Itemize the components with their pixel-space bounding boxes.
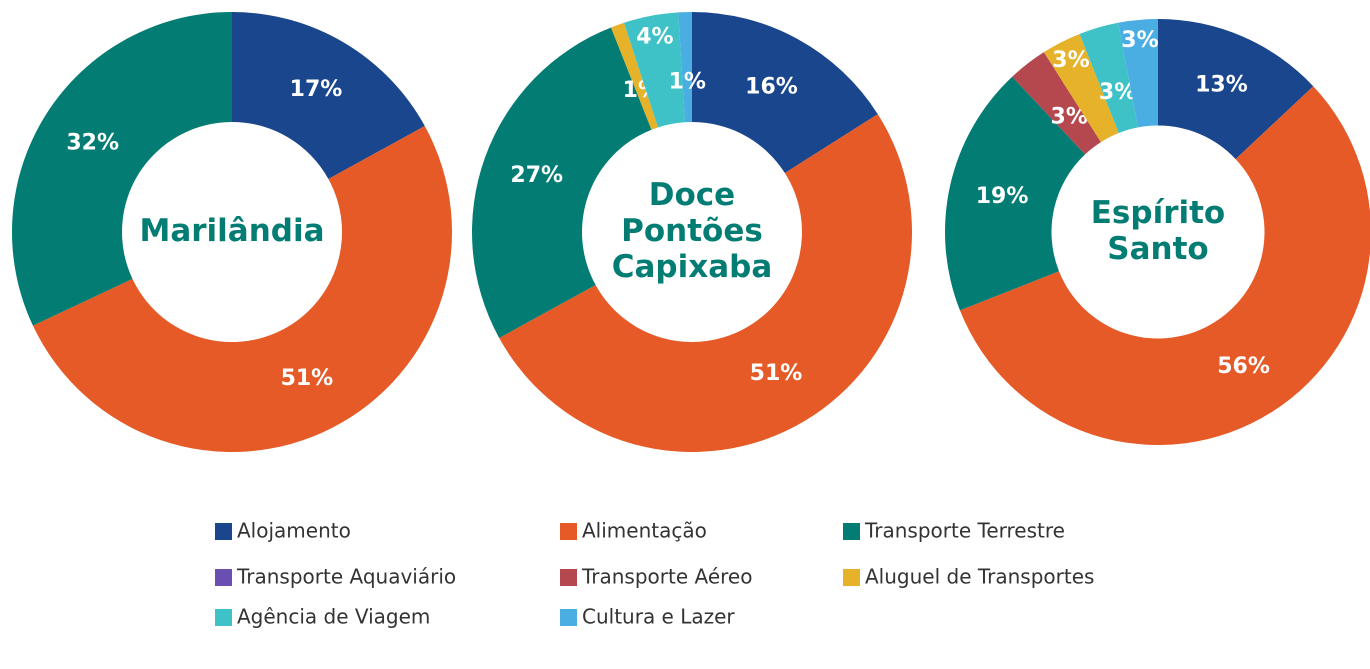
slice xyxy=(11,12,233,326)
chart-title: Doce Pontões Capixaba xyxy=(612,177,773,285)
legend-swatch xyxy=(215,609,232,626)
slice xyxy=(678,12,692,123)
slice xyxy=(1158,19,1314,160)
slice xyxy=(1079,22,1139,133)
value-label: 51% xyxy=(750,361,803,386)
slice xyxy=(499,114,913,453)
legend-label: Alojamento xyxy=(237,519,351,543)
legend-swatch xyxy=(560,523,577,540)
value-label: 19% xyxy=(976,184,1029,209)
value-label: 3% xyxy=(1121,28,1158,53)
legend-label: Transporte Aquaviário xyxy=(236,565,456,589)
value-label: 13% xyxy=(1195,72,1248,97)
slice xyxy=(232,12,425,180)
slice xyxy=(945,76,1086,311)
value-label: 3% xyxy=(1052,48,1089,73)
value-label: 32% xyxy=(66,131,119,156)
legend-label: Aluguel de Transportes xyxy=(865,565,1094,589)
value-label: 56% xyxy=(1217,354,1270,379)
slice xyxy=(1118,19,1158,128)
legend-swatch xyxy=(215,569,232,586)
slice xyxy=(471,27,652,338)
value-label: 27% xyxy=(510,163,563,188)
value-label: 17% xyxy=(290,77,343,102)
chart-title: Marilândia xyxy=(139,213,324,249)
slice xyxy=(1012,52,1101,155)
slice xyxy=(959,86,1370,446)
slice xyxy=(611,22,659,130)
slice xyxy=(1043,33,1119,143)
value-label: 51% xyxy=(281,366,334,391)
legend-label: Agência de Viagem xyxy=(237,605,430,629)
legend-swatch xyxy=(843,569,860,586)
legend-label: Cultura e Lazer xyxy=(582,605,735,629)
legend-label: Alimentação xyxy=(582,519,707,543)
legend-label: Transporte Terrestre xyxy=(864,519,1065,543)
legend-swatch xyxy=(560,609,577,626)
slice xyxy=(32,126,453,453)
chart-title: Espírito Santo xyxy=(1091,195,1225,267)
slice xyxy=(624,12,686,128)
legend-swatch xyxy=(560,569,577,586)
value-label: 4% xyxy=(636,25,673,50)
legend-swatch xyxy=(215,523,232,540)
value-label: 1% xyxy=(669,69,706,94)
slice xyxy=(692,12,878,174)
legend-swatch xyxy=(843,523,860,540)
legend-label: Transporte Aéreo xyxy=(581,565,752,589)
value-label: 16% xyxy=(745,74,798,99)
